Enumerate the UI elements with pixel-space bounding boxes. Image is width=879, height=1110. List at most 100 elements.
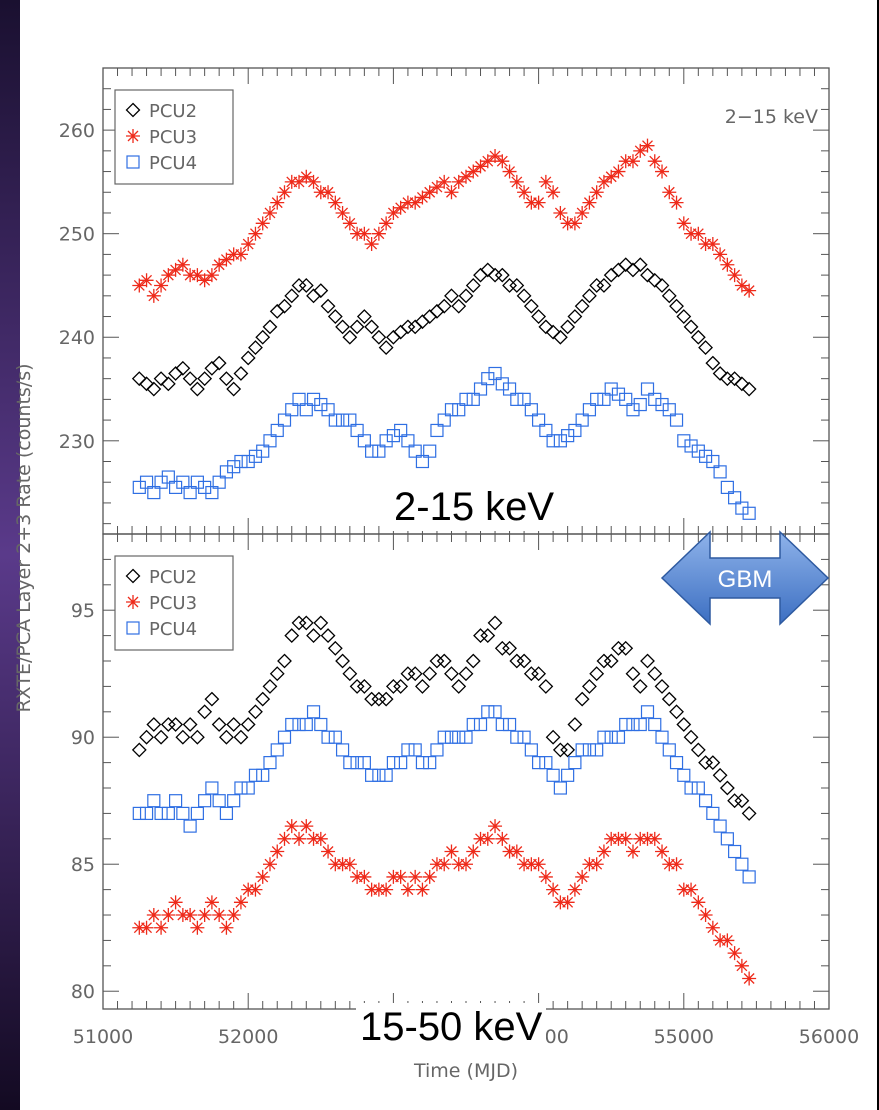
- data-point: [741, 805, 757, 821]
- data-point: [611, 262, 626, 278]
- legend-marker: [125, 568, 141, 584]
- x-tick-label: 56000: [799, 1026, 859, 1048]
- data-point: [241, 237, 256, 252]
- legend-label: PCU2: [149, 567, 197, 588]
- data-point: [226, 717, 242, 732]
- data-point: [719, 780, 735, 796]
- data-point: [625, 666, 641, 682]
- data-point: [262, 678, 278, 694]
- data-point: [669, 298, 684, 314]
- data-point: [698, 908, 713, 923]
- data-point: [488, 819, 503, 834]
- data-point: [299, 819, 314, 834]
- y-tick-label: 85: [71, 854, 95, 876]
- data-point: [364, 691, 380, 707]
- x-tick-label: 52000: [218, 1026, 278, 1048]
- data-point: [684, 226, 699, 241]
- x-tick-label: 51000: [73, 1026, 133, 1048]
- data-point: [437, 413, 451, 427]
- data-point: [480, 262, 496, 278]
- data-point: [430, 423, 444, 438]
- legend-label: PCU4: [149, 619, 197, 640]
- data-point: [255, 691, 271, 707]
- data-point: [618, 640, 634, 656]
- data-point: [161, 268, 176, 283]
- data-point: [255, 329, 271, 345]
- data-point: [589, 666, 605, 682]
- data-point: [596, 653, 612, 669]
- data-point: [647, 831, 662, 846]
- data-point: [415, 882, 430, 897]
- data-point: [132, 480, 146, 494]
- data-point: [546, 768, 560, 782]
- data-point: [169, 480, 183, 494]
- data-point: [735, 857, 749, 871]
- data-point: [676, 717, 692, 732]
- data-point: [538, 319, 554, 335]
- data-point: [691, 895, 706, 910]
- data-point: [611, 640, 626, 656]
- data-point: [509, 653, 525, 669]
- data-point: [720, 933, 735, 948]
- data-point: [706, 806, 720, 821]
- data-point: [212, 475, 226, 489]
- data-point: [292, 174, 307, 189]
- data-point: [742, 506, 756, 520]
- data-point: [343, 413, 357, 427]
- data-point: [131, 742, 147, 758]
- data-point: [705, 755, 721, 771]
- data-point: [451, 857, 466, 872]
- data-point: [132, 920, 147, 935]
- data-point: [552, 742, 568, 758]
- data-point: [690, 742, 706, 758]
- data-point: [146, 908, 161, 923]
- data-point: [356, 309, 372, 324]
- data-point: [240, 717, 256, 732]
- data-point: [371, 691, 387, 707]
- data-point: [270, 844, 285, 859]
- data-point: [459, 730, 473, 744]
- data-point: [132, 806, 146, 821]
- data-point: [487, 267, 503, 283]
- data-point: [328, 857, 343, 872]
- data-point: [603, 653, 619, 669]
- data-point: [473, 831, 488, 846]
- data-point: [654, 678, 670, 694]
- data-point: [495, 154, 510, 169]
- data-point: [655, 730, 669, 744]
- data-point: [248, 704, 263, 720]
- data-point: [189, 729, 205, 745]
- data-point: [429, 303, 445, 319]
- legend-marker: [126, 155, 140, 169]
- data-point: [371, 226, 386, 241]
- data-point: [306, 705, 321, 719]
- data-point: [205, 485, 219, 500]
- data-point: [139, 806, 154, 821]
- data-point: [502, 640, 517, 656]
- data-point: [669, 704, 684, 720]
- data-point: [538, 174, 553, 189]
- data-point: [131, 371, 147, 387]
- data-point: [147, 485, 161, 500]
- data-point: [553, 781, 567, 795]
- data-point: [473, 717, 488, 732]
- data-point: [284, 628, 300, 644]
- data-point: [444, 666, 459, 682]
- data-point: [168, 366, 184, 381]
- data-point: [147, 794, 161, 808]
- data-point: [372, 768, 386, 782]
- data-point: [393, 324, 409, 340]
- data-point: [713, 933, 728, 948]
- data-point: [625, 844, 640, 859]
- gbm-label: GBM: [718, 566, 773, 593]
- data-point: [226, 908, 241, 923]
- data-point: [517, 857, 532, 872]
- data-point: [698, 340, 713, 356]
- legend-marker: [126, 129, 140, 143]
- data-point: [139, 376, 154, 392]
- data-point: [429, 180, 444, 195]
- data-point: [139, 273, 154, 288]
- legend-marker: [125, 102, 141, 118]
- data-point: [677, 434, 691, 448]
- data-point: [690, 329, 706, 345]
